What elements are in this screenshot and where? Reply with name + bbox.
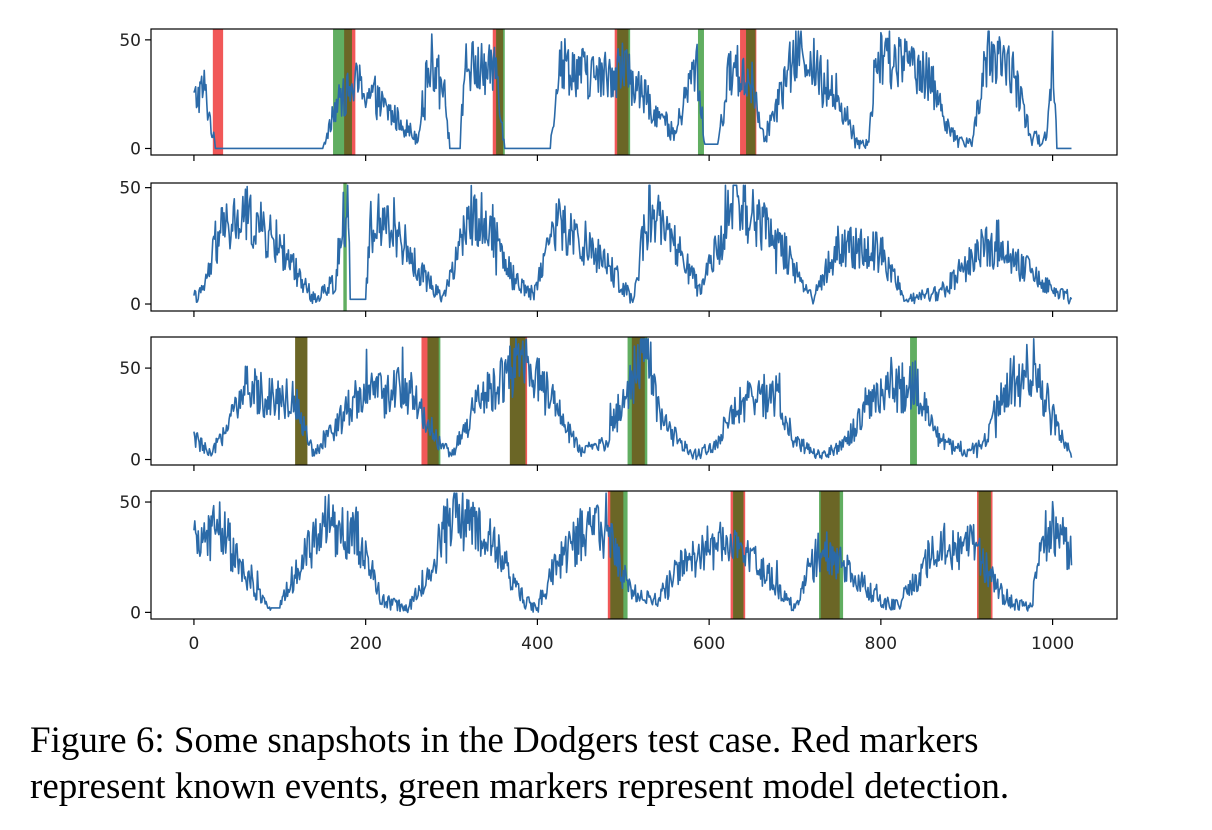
x-tick-label: 1000 [1031,634,1074,654]
overlap-marker [295,337,308,465]
y-tick-label: 50 [119,493,141,513]
axes-frame [150,28,1118,156]
overlap-marker [427,337,439,465]
x-tick-label: 0 [189,634,200,654]
series-line [193,184,1073,305]
overlap-marker [617,29,629,155]
axes-frame [150,336,1118,466]
y-tick-label: 0 [130,295,141,315]
x-tick-label: 800 [865,634,897,654]
x-tick-label: 600 [693,634,725,654]
panel-1: 0 50 [119,28,1118,161]
figure-panels: 0 50 0 50 0 50 0 50 0 200 400 600 800 1000 [119,28,1118,654]
axes-frame [150,182,1118,312]
x-tick-label: 200 [349,634,381,654]
overlap-marker [496,29,504,155]
caption-line-1: Figure 6: Some snapshots in the Dodgers … [30,720,979,761]
x-tick-label: 400 [521,634,553,654]
figure-caption: Figure 6: Some snapshots in the Dodgers … [30,718,1210,810]
detection-marker [697,29,704,155]
y-tick-label: 50 [119,31,141,51]
series-line [193,492,1073,614]
series-line [193,30,1072,150]
axes-frame [150,490,1118,620]
y-tick-label: 0 [130,603,141,623]
panel-3: 0 50 [119,336,1118,471]
y-tick-label: 50 [119,179,141,199]
series-line [193,338,1073,461]
y-tick-label: 50 [119,359,141,379]
known-event-marker [212,29,224,155]
y-tick-label: 0 [130,139,141,159]
panel-4: 0 50 0 200 400 600 800 1000 [119,490,1118,654]
y-tick-label: 0 [130,451,141,471]
panel-2: 0 50 [119,179,1118,317]
caption-line-2: represent known events, green markers re… [30,766,1010,807]
